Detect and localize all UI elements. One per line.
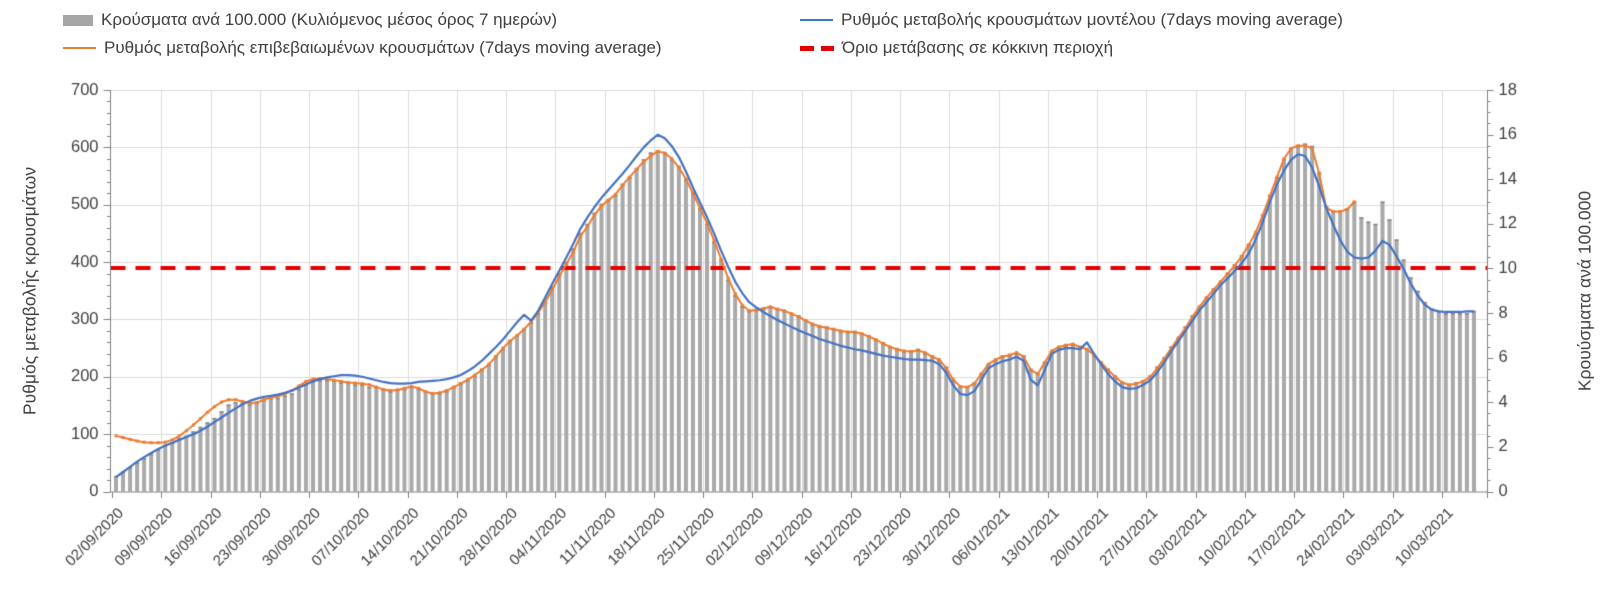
legend-label: Ρυθμός μεταβολής επιβεβαιωμένων κρουσμάτ…: [104, 38, 662, 57]
legend-label: Ρυθμός μεταβολής κρουσμάτων μοντέλου (7d…: [841, 10, 1343, 29]
gray-bar-swatch-icon: [63, 14, 93, 26]
legend-item-cases-per-100k: Κρούσματα ανά 100.000 (Κυλιόμενος μέσος …: [63, 9, 557, 31]
red-dash-swatch-icon: [800, 45, 834, 51]
legend-item-confirmed-rate: Ρυθμός μεταβολής επιβεβαιωμένων κρουσμάτ…: [63, 37, 662, 59]
legend-item-model-rate: Ρυθμός μεταβολής κρουσμάτων μοντέλου (7d…: [800, 9, 1343, 31]
left-axis-title: Ρυθμός μεταβολής κρουσμάτων: [19, 166, 40, 416]
legend-item-red-threshold: Όριο μετάβασης σε κόκκινη περιοχή: [800, 37, 1113, 59]
blue-line-swatch-icon: [800, 19, 833, 21]
legend-label: Όριο μετάβασης σε κόκκινη περιοχή: [842, 38, 1114, 57]
legend-label: Κρούσματα ανά 100.000 (Κυλιόμενος μέσος …: [101, 10, 558, 29]
orange-line-swatch-icon: [63, 47, 96, 49]
right-axis-title: Κρουύσματα ανά 100.000: [1574, 190, 1595, 392]
